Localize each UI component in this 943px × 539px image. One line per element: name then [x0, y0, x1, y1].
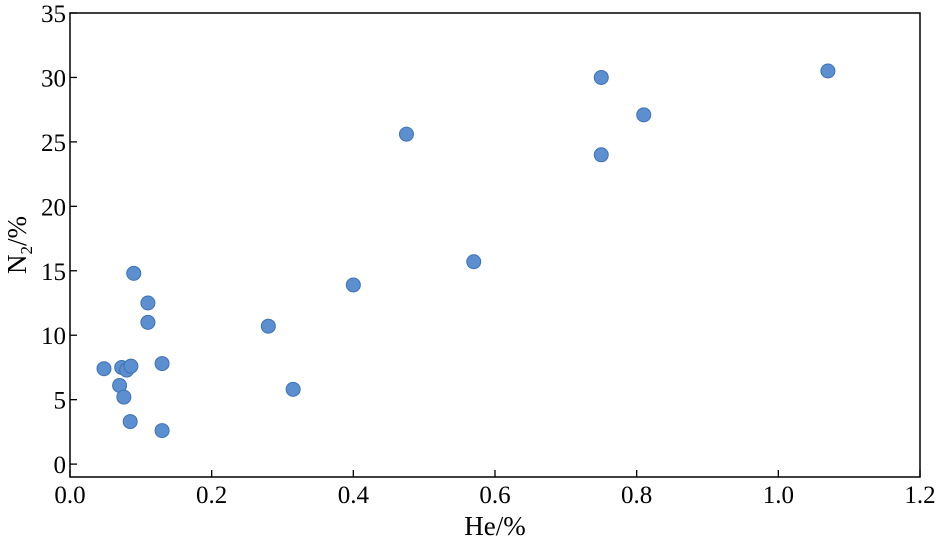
data-point: [116, 389, 132, 405]
y-axis-label-subscript: 2: [17, 246, 36, 255]
data-point: [593, 147, 609, 163]
x-tick-label: 0.0: [54, 482, 85, 509]
data-point: [466, 254, 482, 270]
data-point: [126, 265, 142, 281]
y-axis-label: N2/%: [2, 216, 36, 274]
x-tick-label: 0.8: [621, 482, 652, 509]
data-point: [140, 314, 156, 330]
y-tick-label: 10: [41, 323, 66, 350]
y-tick-label: 0: [54, 452, 67, 479]
x-tick-label: 1.2: [904, 482, 935, 509]
data-point: [593, 69, 609, 85]
y-tick-label: 5: [54, 388, 67, 415]
x-axis-ticks: 0.0 0.2 0.4 0.6 0.8 1.0 1.2: [54, 470, 936, 509]
data-point: [154, 356, 170, 372]
x-tick-label: 1.0: [763, 482, 794, 509]
y-axis-ticks: 0 5 10 15 20 25 30 35: [41, 1, 77, 479]
data-points: [96, 63, 836, 439]
data-point: [345, 277, 361, 293]
data-point: [140, 295, 156, 311]
data-point: [398, 126, 414, 142]
y-tick-label: 25: [41, 130, 66, 157]
x-tick-label: 0.6: [479, 482, 510, 509]
data-point: [820, 63, 836, 79]
y-axis-label-main: N: [2, 255, 32, 275]
data-point: [96, 361, 112, 377]
y-tick-label: 35: [41, 1, 66, 28]
plot-frame: [69, 12, 921, 478]
data-point: [636, 107, 652, 123]
x-tick-label: 0.4: [338, 482, 370, 509]
data-point: [260, 318, 276, 334]
y-tick-label: 30: [41, 65, 66, 92]
x-axis-label: He/%: [464, 511, 525, 539]
data-point: [122, 414, 138, 430]
y-axis-label-unit: /%: [2, 216, 32, 246]
x-tick-label: 0.2: [196, 482, 227, 509]
data-point: [123, 358, 139, 374]
data-point: [285, 381, 301, 397]
y-tick-label: 15: [41, 259, 66, 286]
y-tick-label: 20: [41, 194, 66, 221]
data-point: [154, 423, 170, 439]
